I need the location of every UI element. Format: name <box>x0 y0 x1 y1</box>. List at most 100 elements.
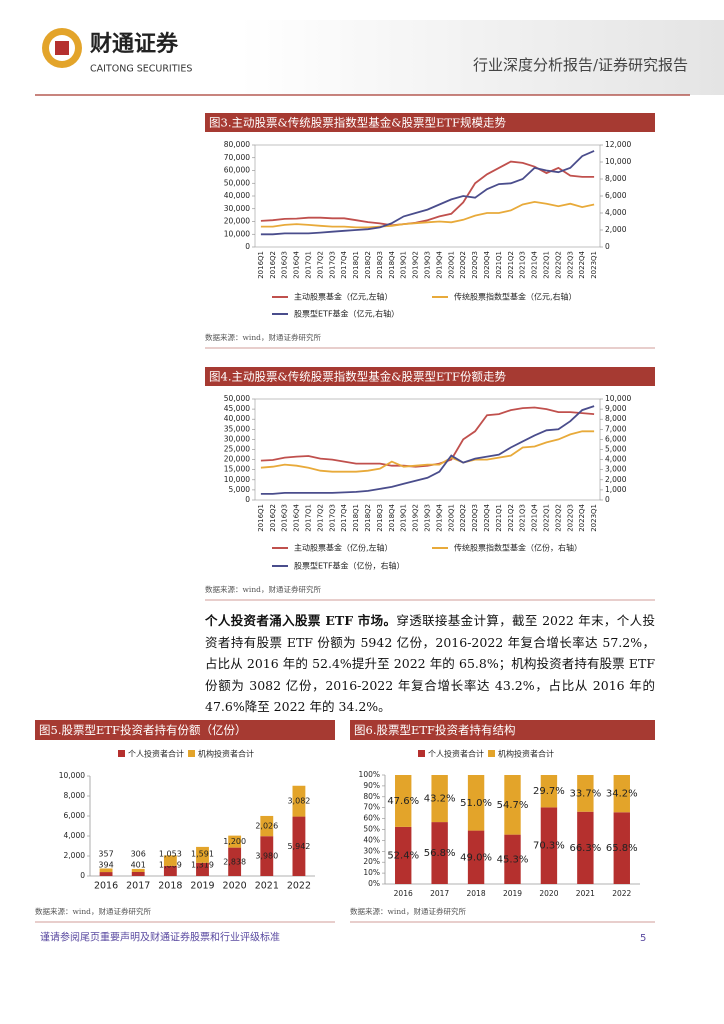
x-tick-label: 2016 <box>94 881 118 892</box>
legend-swatch <box>418 750 425 757</box>
x-tick-label: 2018Q2 <box>364 251 372 279</box>
y-tick-label: 45,000 <box>224 404 250 413</box>
x-tick-label: 2020Q2 <box>459 504 467 532</box>
bar-segment <box>504 834 521 884</box>
data-label: 49.0% <box>460 852 492 863</box>
bar-segment <box>99 872 113 876</box>
data-label: 29.7% <box>533 786 565 797</box>
x-tick-label: 2018 <box>158 881 182 892</box>
x-tick-label: 2023Q1 <box>590 251 598 279</box>
x-tick-label: 2020Q2 <box>459 251 467 279</box>
bar-segment <box>163 865 177 876</box>
figure-title-bar <box>205 367 655 386</box>
data-label: 43.2% <box>424 794 456 805</box>
figure-title: 图4.主动股票&传统股票指数型基金&股票型ETF份额走势 <box>209 370 506 384</box>
x-tick-label: 2017Q2 <box>316 251 324 279</box>
bar-segment <box>292 816 306 876</box>
x-tick-label: 2019Q2 <box>412 251 420 279</box>
y-tick-label: 2,000 <box>605 225 627 234</box>
y-tick-label: 70% <box>363 803 380 812</box>
legend-label: 主动股票基金（亿份,左轴） <box>294 543 393 553</box>
y-tick-label: 10% <box>363 868 380 877</box>
x-tick-label: 2019Q4 <box>435 250 443 278</box>
figure-title-bar <box>205 113 655 132</box>
x-tick-label: 2018Q1 <box>352 251 360 279</box>
data-label: 5,942 <box>287 842 310 851</box>
x-tick-label: 2019 <box>503 889 522 898</box>
data-label: 65.8% <box>606 843 638 854</box>
series-line <box>260 200 595 229</box>
y-tick-label: 0 <box>605 242 610 251</box>
data-label: 51.0% <box>460 798 492 809</box>
paragraph-text: 穿透联接基金计算，截至 2022 年末，个人投资者持有股票 ETF 份额为 59… <box>205 613 655 714</box>
y-tick-label: 0 <box>605 495 610 504</box>
y-tick-label: 0% <box>368 879 380 888</box>
y-tick-label: 10,000 <box>224 229 250 238</box>
figure-source: 数据来源：wind，财通证券研究所 <box>205 332 321 342</box>
x-tick-label: 2016Q3 <box>281 504 289 532</box>
bar-segment <box>228 847 242 876</box>
y-tick-label: 4,000 <box>605 208 627 217</box>
page-number: 5 <box>640 933 646 944</box>
y-tick-label: 6,000 <box>64 811 86 820</box>
x-tick-label: 2021 <box>255 881 279 892</box>
x-tick-label: 2017 <box>126 881 150 892</box>
data-label: 3,980 <box>255 852 278 861</box>
data-label: 70.3% <box>533 841 565 852</box>
bar-segment <box>196 846 209 863</box>
legend-label: 股票型ETF基金（亿份，右轴） <box>294 561 405 571</box>
x-tick-label: 2020Q4 <box>483 250 491 278</box>
bar-segment <box>292 785 306 817</box>
x-tick-label: 2019Q4 <box>435 503 443 531</box>
logo-en: CAITONG SECURITIES <box>90 64 192 75</box>
x-tick-label: 2022Q3 <box>566 251 574 279</box>
x-tick-label: 2019Q3 <box>424 504 432 532</box>
y-tick-label: 10,000 <box>605 157 631 166</box>
x-tick-label: 2020Q3 <box>471 504 479 532</box>
y-tick-label: 8,000 <box>605 174 627 183</box>
y-tick-label: 70,000 <box>224 153 250 162</box>
logo-mark <box>42 28 82 68</box>
x-tick-label: 2021Q4 <box>531 250 539 278</box>
bar-segment <box>613 775 630 813</box>
plot-frame <box>254 398 601 501</box>
y-tick-label: 15,000 <box>224 465 250 474</box>
x-tick-label: 2019Q2 <box>412 504 420 532</box>
legend-swatch <box>188 750 195 757</box>
y-tick-label: 3,000 <box>605 465 627 474</box>
figure-title: 图3.主动股票&传统股票指数型基金&股票型ETF规模走势 <box>209 116 506 130</box>
y-tick-label: 7,000 <box>605 424 627 433</box>
bar-segment <box>131 871 145 876</box>
x-tick-label: 2016Q1 <box>257 251 265 279</box>
logo-cn: 财通证券 <box>90 31 179 57</box>
bar-segment <box>431 822 448 884</box>
x-tick-label: 2017Q1 <box>305 251 313 279</box>
data-label: 1,591 <box>191 850 214 859</box>
figure-title-bar <box>350 720 655 740</box>
y-tick-label: 8,000 <box>605 414 627 423</box>
data-label: 2,026 <box>255 822 278 831</box>
y-tick-label: 6,000 <box>605 434 627 443</box>
x-tick-label: 2022Q4 <box>578 503 586 531</box>
x-tick-label: 2016Q2 <box>269 504 277 532</box>
legend-label: 传统股票指数型基金（亿份，右轴） <box>454 543 582 553</box>
data-label: 34.2% <box>606 789 638 800</box>
legend-label: 个人投资者合计 <box>428 749 484 759</box>
x-tick-label: 2018Q4 <box>388 250 396 278</box>
y-tick-label: 35,000 <box>224 424 250 433</box>
x-tick-label: 2018 <box>467 889 486 898</box>
y-tick-label: 1,000 <box>605 485 627 494</box>
footer-disclaimer: 谨请参阅尾页重要声明及财通证券股票和行业评级标准 <box>40 931 280 944</box>
x-tick-label: 2016 <box>394 889 413 898</box>
legend-swatch <box>118 750 125 757</box>
paragraph: 个人投资者涌入股票 ETF 市场。穿透联接基金计算，截至 2022 年末，个人投… <box>205 610 655 718</box>
y-tick-label: 4,000 <box>64 831 86 840</box>
legend-label: 个人投资者合计 <box>128 749 184 759</box>
bar-segment <box>613 812 630 884</box>
legend-label: 主动股票基金（亿元,左轴） <box>294 292 393 302</box>
bar-segment <box>131 868 145 872</box>
paragraph-lead: 个人投资者涌入股票 ETF 市场。 <box>205 613 397 628</box>
x-tick-label: 2020 <box>223 881 247 892</box>
